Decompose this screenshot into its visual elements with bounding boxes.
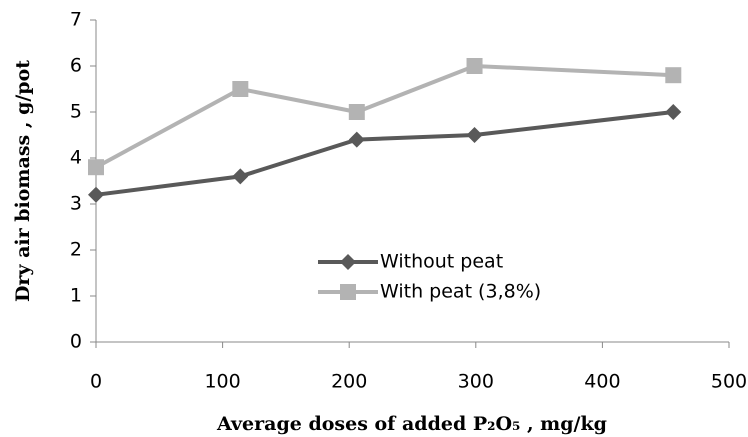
marker (88, 159, 104, 176)
marker (232, 81, 249, 97)
legend-label: Without peat (380, 251, 503, 273)
y-tick-label: 3 (70, 193, 82, 215)
y-tick-label: 0 (70, 331, 82, 353)
y-tick-label: 5 (70, 101, 82, 123)
marker (348, 131, 365, 148)
y-tick-label: 1 (70, 285, 82, 307)
x-tick-label: 500 (711, 371, 747, 393)
legend-marker (340, 284, 356, 300)
y-tick-label: 4 (70, 147, 82, 169)
marker (88, 186, 104, 203)
y-tick-label: 7 (70, 9, 82, 31)
y-axis-title: Dry air biomass , g/pot (12, 60, 34, 302)
series-line (95, 63, 674, 169)
x-tick-label: 400 (584, 371, 620, 393)
marker (665, 67, 682, 84)
marker (466, 127, 483, 143)
x-tick-label: 0 (90, 371, 102, 393)
legend-label: With peat (3,8%) (380, 281, 541, 303)
y-tick-label: 6 (70, 55, 82, 77)
marker (665, 104, 682, 120)
series-line (95, 110, 674, 197)
x-tick-label: 200 (331, 371, 367, 393)
marker (348, 104, 365, 120)
marker (232, 168, 249, 185)
x-tick-label: 300 (458, 371, 494, 393)
marker (466, 58, 483, 74)
y-tick-label: 2 (70, 239, 82, 261)
legend-marker (340, 254, 356, 270)
x-axis-title: Average doses of added P₂O₅ , mg/kg (216, 413, 607, 435)
x-tick-label: 100 (204, 371, 240, 393)
